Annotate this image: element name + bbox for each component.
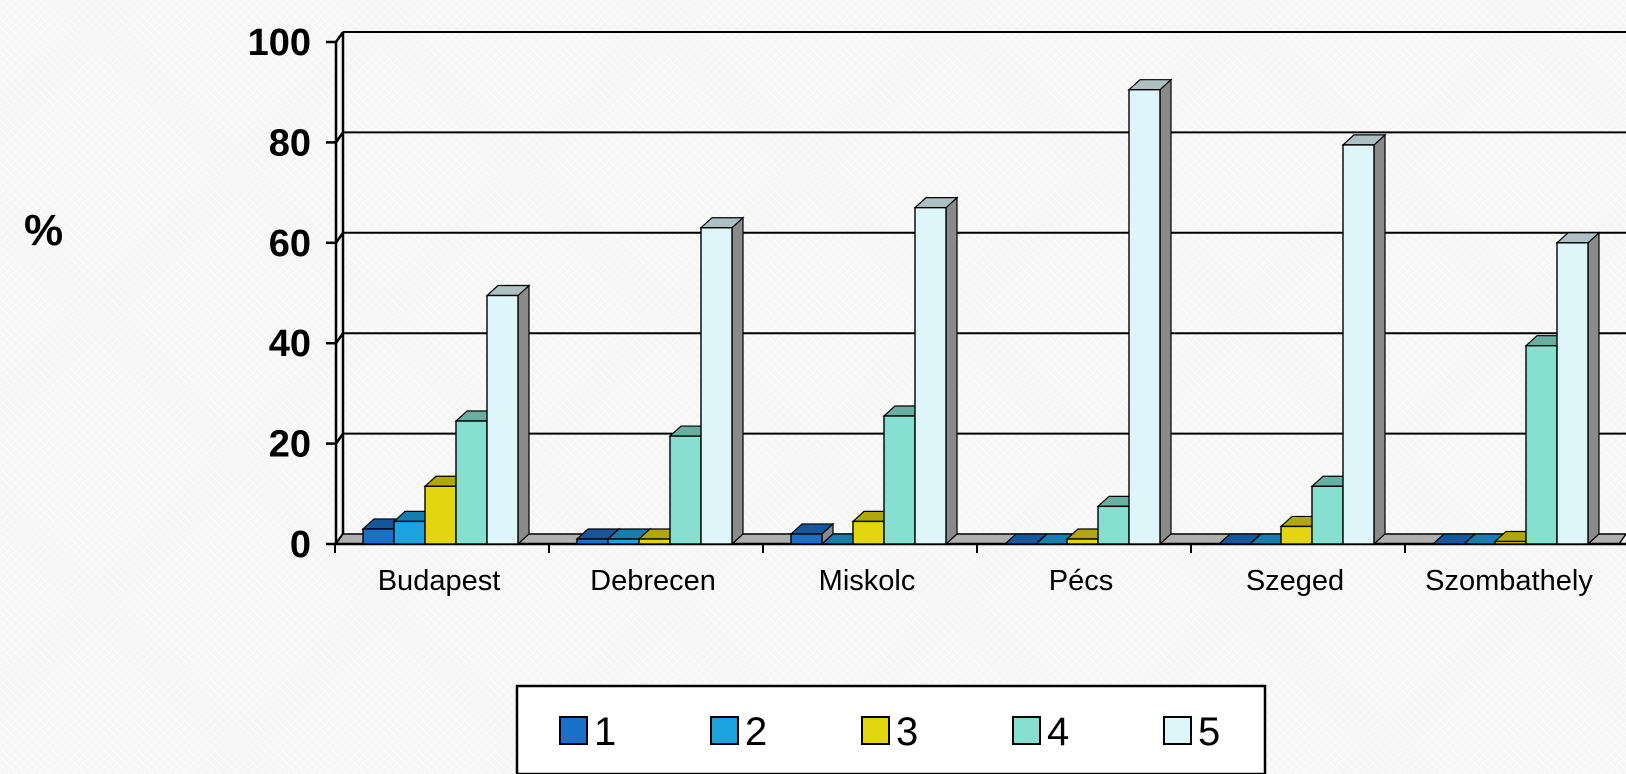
y-tick-label: 80 (269, 122, 311, 164)
legend-item: 5 (1163, 710, 1220, 754)
bar (789, 522, 835, 546)
gridlines (343, 31, 1626, 435)
legend-label: 4 (1047, 710, 1069, 754)
y-axis-label: % (24, 206, 63, 255)
y-tick-label: 20 (269, 424, 311, 466)
x-tick-label: Szeged (1246, 565, 1344, 597)
x-tick-label: Szombathely (1425, 565, 1593, 597)
legend-item: 2 (710, 710, 767, 754)
bar (1127, 78, 1173, 546)
bar (699, 216, 745, 546)
legend-item: 3 (861, 710, 918, 754)
y-tick-label: 40 (269, 323, 311, 365)
chart-floor (334, 533, 1626, 545)
y-tick-label: 100 (248, 22, 311, 64)
axis-labels: 0 20 40 60 80 100 Budapest Debrecen Miskolc Pécs S… (248, 22, 1594, 597)
legend-label: 2 (745, 710, 767, 754)
bar (485, 284, 531, 546)
legend: 1 2 3 4 5 (515, 684, 1267, 774)
y-tick-label: 0 (290, 524, 311, 566)
x-tick-label: Debrecen (590, 565, 716, 597)
legend-label: 5 (1198, 710, 1220, 754)
x-tick-label: Miskolc (819, 565, 916, 597)
legend-swatch (1012, 716, 1041, 745)
legend-box (515, 684, 1267, 774)
bar (913, 196, 959, 546)
bar (1341, 133, 1387, 546)
legend-label: 1 (594, 710, 616, 754)
y-tick-label: 60 (269, 223, 311, 265)
legend-swatch (710, 716, 739, 745)
x-tick-label: Pécs (1049, 565, 1113, 597)
legend-label: 3 (896, 710, 918, 754)
x-tick-label: Budapest (378, 565, 501, 597)
legend-swatch (861, 716, 890, 745)
bars (361, 78, 1601, 546)
legend-swatch (1163, 716, 1192, 745)
bar (1555, 231, 1601, 546)
legend-item: 1 (559, 710, 616, 754)
legend-items: 1 2 3 4 5 (559, 710, 1220, 754)
legend-item: 4 (1012, 710, 1069, 754)
legend-swatch (559, 716, 588, 745)
